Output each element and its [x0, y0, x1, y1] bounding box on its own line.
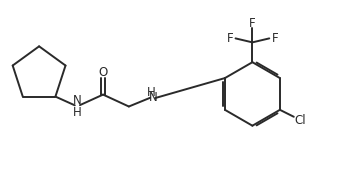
Text: Cl: Cl: [294, 114, 306, 127]
Text: O: O: [98, 66, 108, 79]
Text: F: F: [227, 32, 233, 45]
Text: F: F: [272, 32, 278, 45]
Text: N
H: N H: [73, 94, 82, 119]
Text: N: N: [149, 91, 158, 104]
Text: H: H: [147, 86, 156, 99]
Text: F: F: [249, 17, 256, 30]
